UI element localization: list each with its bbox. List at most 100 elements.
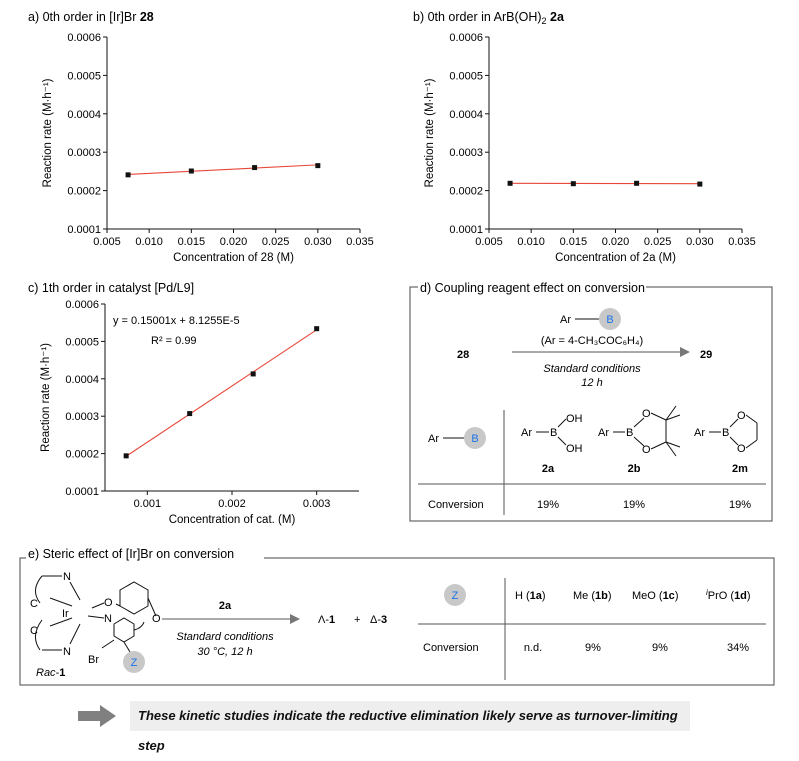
conclusion-text: These kinetic studies indicate the reduc… — [130, 701, 690, 731]
reagent-conditions: (Ar = 4-CH₃COC₆H₄) — [541, 335, 643, 347]
x-tick-label: 0.020 — [220, 236, 248, 248]
chart-c: 0.00010.00020.00030.00040.00050.00060.00… — [40, 299, 359, 526]
y-axis-label: Reaction rate (M·h⁻¹) — [42, 78, 54, 187]
label-2b: 2b — [628, 463, 641, 475]
svg-text:Z: Z — [452, 590, 459, 602]
svg-text:B: B — [626, 427, 633, 439]
boron-label: B — [606, 314, 613, 326]
svg-text:Ir: Ir — [62, 608, 69, 620]
x-axis-label: Concentration of cat. (M) — [169, 514, 296, 526]
y-tick-label: 0.0006 — [65, 299, 99, 311]
x-tick-label: 0.005 — [475, 236, 503, 248]
e-conversion-label: Conversion — [423, 642, 479, 654]
x-tick-label: 0.003 — [303, 498, 331, 510]
panel-a-title: a) 0th order in [Ir]Br 28 — [28, 10, 154, 24]
svg-text:O: O — [642, 444, 651, 456]
x-tick-label: 0.030 — [686, 236, 714, 248]
conversion-2b: 19% — [623, 499, 645, 511]
panel-d-title: d) Coupling reagent effect on conversion — [420, 281, 645, 295]
x-tick-label: 0.030 — [304, 236, 332, 248]
panel-e: e) Steric effect of [Ir]Br on conversion… — [20, 545, 774, 685]
svg-text:Ar: Ar — [694, 427, 705, 439]
start-material: 28 — [457, 349, 469, 361]
panel-e-title: e) Steric effect of [Ir]Br on conversion — [28, 547, 234, 561]
data-point — [314, 326, 319, 331]
x-tick-label: 0.035 — [346, 236, 374, 248]
header-1c: MeO (1c) — [632, 590, 678, 602]
y-tick-label: 0.0005 — [449, 70, 483, 82]
data-point — [126, 172, 131, 177]
y-tick-label: 0.0006 — [449, 32, 483, 44]
product-delta: Δ-3 — [370, 614, 387, 626]
svg-text:OH: OH — [566, 443, 583, 455]
svg-text:O: O — [737, 410, 746, 422]
x-axis-label: Concentration of 2a (M) — [555, 252, 676, 264]
svg-text:B: B — [471, 433, 478, 445]
conv-1b: 9% — [585, 642, 601, 654]
reagent-2a: 2a — [219, 600, 232, 612]
y-tick-label: 0.0002 — [449, 186, 483, 198]
y-tick-label: 0.0005 — [65, 336, 99, 348]
figure-canvas: a) 0th order in [Ir]Br 28 b) 0th order i… — [0, 0, 799, 738]
data-point — [571, 181, 576, 186]
fit-equation: y = 0.15001x + 8.1255E-5 — [113, 315, 240, 327]
fit-line — [128, 165, 318, 175]
y-tick-label: 0.0006 — [67, 32, 101, 44]
e-temp: 30 °C, 12 h — [197, 646, 252, 658]
svg-text:Ar: Ar — [521, 427, 532, 439]
chart-b: 0.00010.00020.00030.00040.00050.00060.00… — [424, 32, 756, 264]
y-tick-label: 0.0003 — [65, 411, 99, 423]
iridium-complex — [35, 576, 156, 652]
x-tick-label: 0.001 — [134, 498, 162, 510]
data-point — [187, 411, 192, 416]
svg-text:Z: Z — [131, 657, 138, 669]
conversion-label: Conversion — [428, 499, 484, 511]
svg-text:O: O — [152, 613, 161, 625]
y-axis-label: Reaction rate (M·h⁻¹) — [424, 78, 436, 187]
complex-label: Rac-1 — [36, 667, 65, 679]
data-point — [252, 165, 257, 170]
label-2m: 2m — [732, 463, 748, 475]
svg-text:O: O — [642, 408, 651, 420]
data-point — [315, 163, 320, 168]
conv-1c: 9% — [652, 642, 668, 654]
conv-1d: 34% — [727, 642, 749, 654]
y-tick-label: 0.0001 — [65, 486, 99, 498]
header-1a: H (1a) — [515, 590, 546, 602]
header-1b: Me (1b) — [573, 590, 612, 602]
conclusion-arrow-icon — [78, 705, 118, 727]
svg-text:OH: OH — [566, 413, 583, 425]
y-tick-label: 0.0003 — [449, 147, 483, 159]
y-tick-label: 0.0004 — [67, 109, 101, 121]
x-tick-label: 0.015 — [178, 236, 206, 248]
conversion-2m: 19% — [729, 499, 751, 511]
reagent-ar: Ar — [560, 314, 571, 326]
panel-c-title: c) 1th order in catalyst [Pd/L9] — [28, 281, 194, 295]
svg-text:B: B — [550, 427, 557, 439]
y-axis-label: Reaction rate (M·h⁻¹) — [40, 343, 52, 452]
table-ar: Ar — [428, 433, 439, 445]
reaction-time: 12 h — [581, 377, 602, 389]
fit-line — [126, 330, 317, 456]
x-tick-label: 0.010 — [135, 236, 163, 248]
product-lambda: Λ-1 — [318, 614, 335, 626]
y-tick-label: 0.0001 — [67, 224, 101, 236]
structure-2b: Ar B O O — [598, 406, 680, 456]
x-tick-label: 0.020 — [602, 236, 630, 248]
svg-text:C: C — [30, 598, 38, 610]
e-std-conditions: Standard conditions — [176, 631, 274, 643]
data-point — [251, 371, 256, 376]
plus-sign: + — [354, 614, 360, 626]
svg-text:Br: Br — [88, 654, 99, 666]
y-tick-label: 0.0005 — [67, 70, 101, 82]
header-1d: iPrO (1d) — [706, 588, 751, 602]
svg-text:Ar: Ar — [598, 427, 609, 439]
x-tick-label: 0.025 — [262, 236, 290, 248]
svg-text:O: O — [737, 443, 746, 455]
x-tick-label: 0.002 — [218, 498, 246, 510]
chart-a: 0.00010.00020.00030.00040.00050.00060.00… — [42, 32, 374, 264]
data-point — [124, 453, 129, 458]
label-2a: 2a — [542, 463, 555, 475]
x-tick-label: 0.025 — [644, 236, 672, 248]
panel-d: d) Coupling reagent effect on conversion… — [410, 280, 772, 521]
